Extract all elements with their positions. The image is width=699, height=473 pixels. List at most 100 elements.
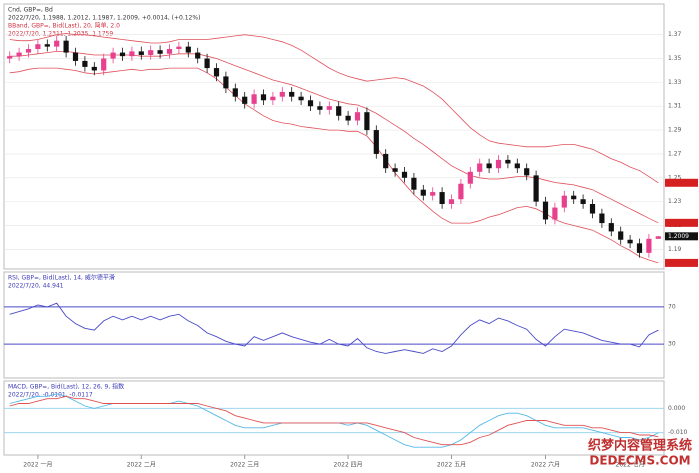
rsi-title: RSI, GBP=, Bid(Last), 14, 威尔德平滑 (8, 274, 115, 282)
candle-body (317, 106, 323, 110)
candle-body (298, 96, 304, 101)
candle-body (326, 106, 332, 110)
candle-body (589, 204, 596, 214)
candle-body (580, 199, 586, 204)
last-price-tag (665, 232, 698, 241)
rsi-subtitle: 2022/7/20, 44.941 (8, 283, 64, 290)
candle-body (157, 50, 163, 54)
y-tick-label: 0.000 (668, 405, 685, 412)
candle-body (176, 46, 182, 49)
candle-body (44, 44, 50, 47)
candle-body (514, 163, 520, 169)
candle-body (138, 51, 144, 55)
candle-body (655, 236, 661, 239)
macd-line (9, 395, 659, 446)
candle-body (486, 163, 492, 169)
candle-body (72, 52, 79, 61)
band-lower (9, 67, 659, 264)
candle-body (101, 58, 107, 71)
candle-body (270, 96, 276, 101)
candle-body (223, 76, 229, 89)
candle-body (260, 94, 267, 101)
x-tick-label: 2022 三月 (230, 462, 259, 469)
candle-body (542, 201, 549, 220)
candle-body (16, 52, 22, 57)
candle-body (119, 52, 126, 57)
candle-body (646, 238, 652, 253)
candle-body (552, 207, 558, 220)
x-tick-label: 2022 五月 (437, 462, 466, 469)
candle-body (204, 58, 210, 69)
x-tick-label: 2022 一月 (23, 462, 52, 469)
candle-body (213, 68, 220, 77)
candle-body (599, 213, 605, 224)
candle-body (166, 49, 173, 54)
candle-body (25, 49, 32, 53)
rsi-line (9, 302, 659, 354)
candle-body (63, 40, 69, 53)
candle-body (54, 40, 60, 47)
candle-body (571, 195, 577, 200)
candle-body (458, 183, 464, 200)
y-tick-label: -0.010 (668, 429, 688, 436)
band-tag (665, 218, 698, 227)
candle-body (608, 223, 614, 232)
watermark: DEDECMS.COM (589, 454, 690, 468)
candle-body (373, 130, 379, 154)
y-tick-label: 30 (668, 341, 676, 348)
band-tag (665, 178, 698, 187)
candle-body (533, 175, 539, 202)
band-tag (665, 258, 698, 267)
band-middle (9, 51, 659, 224)
candle-body (91, 66, 97, 71)
rsi-panel (3, 271, 665, 379)
candle-body (35, 44, 41, 49)
candle-body (618, 231, 624, 240)
candle-body (448, 199, 455, 204)
candle-body (505, 159, 511, 164)
candle-body (345, 115, 351, 121)
band-title: BBand, GBP=, Bid(Last), 20, 简单, 2.0 (8, 22, 120, 30)
candle-body (439, 192, 445, 204)
candle-body (627, 239, 633, 244)
candle-body (82, 60, 88, 67)
candle-body (430, 192, 436, 196)
y-tick-label: 1.33 (668, 79, 682, 86)
candle-body (401, 171, 408, 178)
x-tick-label: 2022 二月 (127, 462, 156, 469)
price-title: Cnd, GBP=, Bd (8, 7, 53, 14)
y-tick-label: 1.35 (668, 55, 682, 62)
macd-panel (3, 380, 665, 456)
candle-body (364, 112, 370, 131)
candle-body (420, 189, 426, 196)
band-upper (9, 33, 659, 184)
candle-body (383, 153, 389, 169)
y-tick-label: 1.31 (668, 103, 682, 110)
candle-body (336, 106, 342, 116)
candle-body (242, 96, 248, 104)
candle-body (392, 168, 398, 172)
candle-body (232, 88, 238, 97)
candle-body (411, 177, 417, 190)
candle-body (110, 52, 116, 59)
candle-body (354, 112, 361, 121)
y-tick-label: 1.25 (668, 174, 682, 181)
macd-title: MACD, GBP=, Bid(Last), 12, 26, 9, 指数 (8, 383, 124, 391)
y-tick-label: 1.23 (668, 198, 682, 205)
candle-body (279, 91, 285, 97)
y-tick-label: 1.19 (668, 246, 682, 253)
candle-body (7, 56, 13, 59)
candle-body (561, 195, 567, 208)
candle-body (251, 94, 257, 104)
candle-body (148, 50, 154, 55)
candle-body (185, 46, 191, 53)
price-panel (3, 3, 665, 270)
price-subtitle: 2022/7/20, 1.1988, 1.2012, 1.1987, 1.200… (8, 15, 200, 22)
candle-body (307, 100, 314, 107)
x-tick-label: 2022 四月 (334, 462, 363, 469)
x-tick-label: 2022 六月 (531, 461, 560, 469)
watermark: 织梦内容管理系统 (588, 438, 692, 454)
candle-body (495, 159, 502, 169)
